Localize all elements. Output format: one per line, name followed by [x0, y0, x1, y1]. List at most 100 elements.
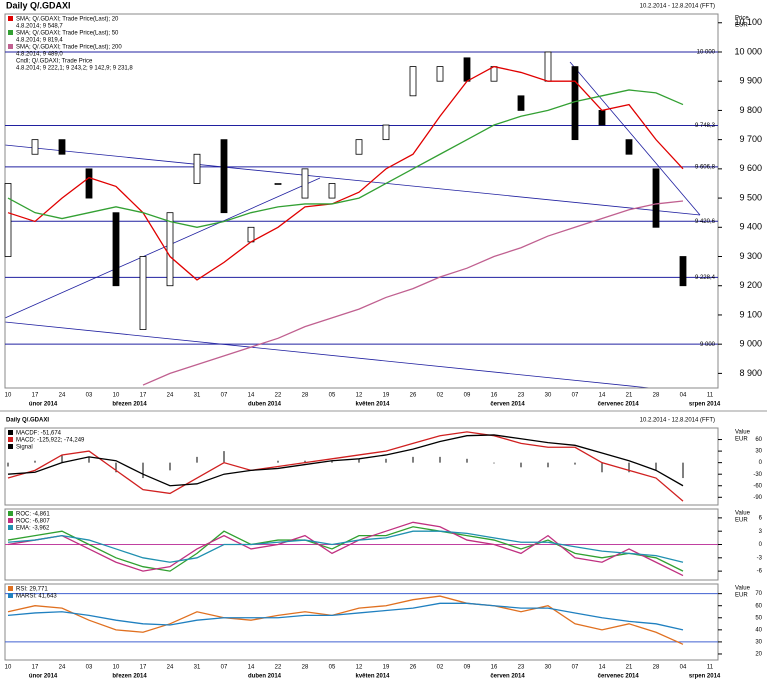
candle-body	[571, 66, 579, 141]
x-tick-label: 19	[383, 665, 390, 671]
y-tick-label: -6	[757, 569, 763, 575]
x-tick-label: 17	[140, 665, 147, 671]
y-axis-label: Value	[735, 511, 751, 517]
x-tick-label: 05	[329, 393, 336, 399]
series-line	[7, 530, 684, 563]
legend-swatch	[8, 525, 13, 530]
candle-body	[652, 168, 660, 228]
candle-body	[490, 66, 498, 82]
x-tick-label: 22	[275, 665, 282, 671]
y-tick-label: 9 200	[739, 280, 762, 290]
legend-label: EMA: -3,962	[16, 526, 50, 532]
y-tick-label: 9 300	[739, 251, 762, 261]
candle-body	[112, 212, 120, 287]
y-tick-label: 9 800	[739, 105, 762, 115]
series-line	[7, 602, 684, 631]
month-label: únor 2014	[29, 402, 58, 408]
x-tick-label: 10	[5, 665, 12, 671]
histogram-bar	[682, 462, 684, 479]
x-tick-label: 02	[437, 665, 444, 671]
histogram-bar	[655, 462, 657, 471]
series-line	[142, 200, 684, 386]
x-tick-label: 30	[545, 393, 552, 399]
legend-swatch	[8, 593, 13, 598]
x-tick-label: 17	[140, 393, 147, 399]
month-label: únor 2014	[29, 674, 58, 680]
candle-body	[598, 110, 606, 126]
level-label: 9 228,4	[695, 275, 716, 281]
x-tick-label: 28	[653, 665, 660, 671]
y-tick-label: -90	[753, 495, 762, 501]
y-tick-label: 60	[755, 603, 762, 609]
x-tick-label: 30	[545, 665, 552, 671]
x-tick-label: 26	[410, 665, 417, 671]
y-tick-label: 0	[759, 542, 763, 548]
histogram-bar	[601, 462, 603, 473]
y-axis-label: Value	[735, 430, 751, 436]
candle-body	[436, 66, 444, 82]
y-tick-label: 9 600	[739, 163, 762, 173]
x-tick-label: 21	[626, 393, 633, 399]
legend-swatch	[8, 430, 13, 435]
legend-swatch	[8, 30, 13, 35]
legend-label: RSI: 29,771	[16, 587, 48, 593]
candle-body	[274, 183, 282, 185]
y-tick-label: 9 700	[739, 134, 762, 144]
y-axis-unit: EUR	[735, 518, 748, 524]
x-tick-label: 11	[707, 393, 714, 399]
y-tick-label: 9 900	[739, 76, 762, 86]
legend-swatch	[8, 444, 13, 449]
x-tick-label: 07	[572, 393, 579, 399]
candle-body	[355, 139, 363, 155]
candle-body	[85, 168, 93, 199]
series-line	[7, 431, 684, 502]
month-label: srpen 2014	[689, 674, 721, 680]
histogram-bar	[115, 462, 117, 473]
y-axis-label: Price	[735, 16, 749, 22]
candle-body	[679, 256, 687, 287]
candle-body	[517, 95, 525, 111]
histogram-bar	[196, 456, 198, 463]
trend-line	[4, 144, 701, 216]
histogram-bar	[88, 456, 90, 463]
y-tick-label: 0	[759, 460, 763, 466]
x-tick-label: 31	[194, 393, 201, 399]
x-tick-label: 04	[680, 393, 687, 399]
x-tick-label: 24	[59, 665, 66, 671]
x-tick-label: 07	[221, 393, 228, 399]
y-tick-label: 9 000	[739, 339, 762, 349]
histogram-bar	[547, 462, 549, 468]
candle-body	[328, 183, 336, 199]
y-tick-label: -60	[753, 483, 762, 489]
x-tick-label: 23	[518, 665, 525, 671]
y-axis-label: Value	[735, 586, 751, 592]
x-tick-label: 24	[167, 665, 174, 671]
trend-line	[4, 321, 651, 389]
x-tick-label: 04	[680, 665, 687, 671]
candle-body	[544, 51, 552, 82]
histogram-bar	[223, 451, 225, 463]
x-tick-label: 17	[32, 393, 39, 399]
x-tick-label: 05	[329, 665, 336, 671]
y-tick-label: 8 900	[739, 368, 762, 378]
y-axis-unit: EUR	[735, 593, 748, 599]
x-tick-label: 14	[248, 665, 255, 671]
legend-label: SMA; Q/.GDAXI; Trade Price(Last); 20	[16, 17, 119, 23]
x-tick-label: 10	[5, 393, 12, 399]
legend-swatch	[8, 518, 13, 523]
x-tick-label: 16	[491, 665, 498, 671]
x-tick-label: 28	[302, 665, 309, 671]
series-line	[7, 434, 684, 487]
x-tick-label: 10	[113, 665, 120, 671]
y-tick-label: 50	[755, 615, 762, 621]
x-tick-label: 07	[221, 665, 228, 671]
candle-body	[220, 139, 228, 214]
histogram-bar	[574, 462, 576, 465]
panel-title: Daily Q/.GDAXI	[6, 418, 49, 424]
x-tick-label: 02	[437, 393, 444, 399]
x-tick-label: 09	[464, 393, 471, 399]
histogram-bar	[520, 462, 522, 468]
x-tick-label: 22	[275, 393, 282, 399]
y-tick-label: 10 100	[734, 17, 762, 27]
